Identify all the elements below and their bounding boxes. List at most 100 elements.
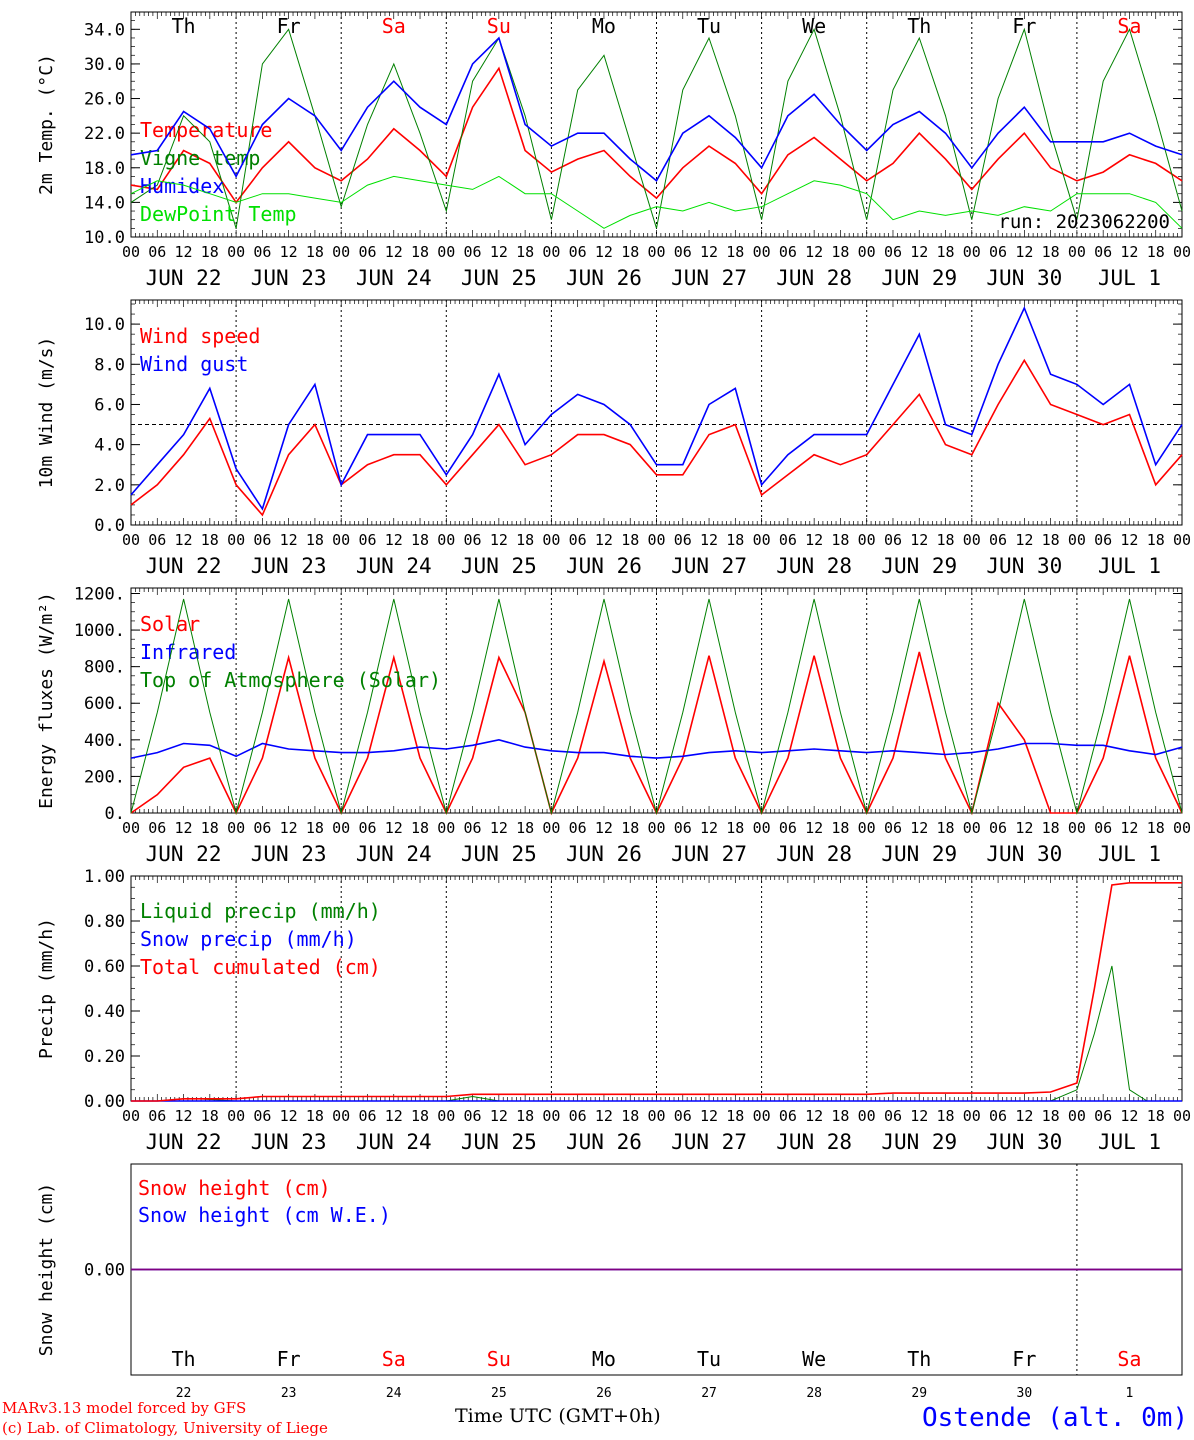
x-hour-label: 12 <box>910 243 928 261</box>
y-tick-label: 0.00 <box>84 1261 125 1281</box>
x-hour-label: 12 <box>910 531 928 549</box>
x-hour-label: 00 <box>1068 1107 1086 1125</box>
x-hour-label: 18 <box>516 531 534 549</box>
x-hour-label: 00 <box>227 243 245 261</box>
x-hour-label: 12 <box>490 1107 508 1125</box>
x-day-label: JUL 1 <box>1098 842 1161 866</box>
x-hour-label: 12 <box>1120 531 1138 549</box>
x-hour-label: 12 <box>1015 243 1033 261</box>
x-hour-label: 18 <box>201 1107 219 1125</box>
x-hour-label: 00 <box>1068 819 1086 837</box>
x-day-label: JUN 27 <box>671 554 747 578</box>
x-axis-title: Time UTC (GMT+0h) <box>455 1405 661 1427</box>
x-hour-label: 06 <box>989 531 1007 549</box>
x-hour-label: 06 <box>674 243 692 261</box>
x-hour-label: 18 <box>1147 1107 1165 1125</box>
y-tick-label: 1000. <box>74 621 125 641</box>
x-hour-label: 00 <box>332 819 350 837</box>
y-tick-label: 0.60 <box>84 957 125 977</box>
x-day-label: JUN 27 <box>671 1130 747 1154</box>
series-line-blue <box>130 738 1183 759</box>
weekday-label-bottom: Sa <box>1117 1347 1141 1371</box>
x-hour-label: 18 <box>936 531 954 549</box>
legend-blue: Infrared <box>140 640 236 664</box>
x-day-label: JUN 23 <box>251 266 327 290</box>
x-hour-label: 00 <box>1068 243 1086 261</box>
x-day-label: JUN 25 <box>461 554 537 578</box>
weekday-label-bottom: Fr <box>277 1347 301 1371</box>
x-hour-label: 00 <box>753 243 771 261</box>
x-hour-label: 18 <box>516 819 534 837</box>
x-day-label: JUN 30 <box>986 842 1062 866</box>
y-tick-label: 34.0 <box>84 20 125 40</box>
day-number-label: 28 <box>806 1386 822 1401</box>
x-hour-label: 00 <box>753 1107 771 1125</box>
x-hour-label: 06 <box>464 243 482 261</box>
x-hour-label: 06 <box>674 1107 692 1125</box>
x-hour-label: 00 <box>963 819 981 837</box>
x-hour-label: 06 <box>989 1107 1007 1125</box>
x-day-label: JUN 25 <box>461 1130 537 1154</box>
y-tick-label: 0.20 <box>84 1047 125 1067</box>
x-hour-label: 06 <box>884 1107 902 1125</box>
x-hour-label: 18 <box>306 1107 324 1125</box>
x-hour-label: 18 <box>1147 243 1165 261</box>
weekday-label-top: Fr <box>277 14 301 38</box>
y-tick-label: 1200. <box>74 584 125 604</box>
x-hour-label: 12 <box>385 819 403 837</box>
x-hour-label: 12 <box>700 819 718 837</box>
x-hour-label: 06 <box>1094 243 1112 261</box>
x-hour-label: 00 <box>542 819 560 837</box>
x-hour-label: 06 <box>148 819 166 837</box>
x-day-label: JUN 29 <box>881 266 957 290</box>
x-hour-label: 00 <box>332 531 350 549</box>
x-hour-label: 00 <box>1068 531 1086 549</box>
weekday-label-bottom: We <box>802 1347 826 1371</box>
day-number-label: 29 <box>911 1386 927 1401</box>
x-hour-label: 12 <box>490 243 508 261</box>
x-day-label: JUN 24 <box>356 266 432 290</box>
x-hour-label: 12 <box>490 531 508 549</box>
x-hour-label: 12 <box>700 531 718 549</box>
x-hour-label: 00 <box>858 531 876 549</box>
x-hour-label: 18 <box>201 531 219 549</box>
x-hour-label: 18 <box>516 243 534 261</box>
x-hour-label: 18 <box>621 243 639 261</box>
y-tick-label: 10.0 <box>84 315 125 335</box>
station-name: Ostende (alt. 0m) <box>922 1403 1189 1433</box>
x-hour-label: 06 <box>358 531 376 549</box>
x-hour-label: 06 <box>358 819 376 837</box>
x-hour-label: 18 <box>306 819 324 837</box>
x-hour-label: 12 <box>280 819 298 837</box>
weekday-label-top: Sa <box>1117 14 1141 38</box>
x-hour-label: 18 <box>621 531 639 549</box>
x-day-label: JUN 29 <box>881 1130 957 1154</box>
x-day-label: JUN 28 <box>776 1130 852 1154</box>
x-hour-label: 18 <box>726 531 744 549</box>
day-number-label: 24 <box>386 1386 402 1401</box>
x-day-label: JUN 29 <box>881 842 957 866</box>
x-hour-label: 00 <box>542 1107 560 1125</box>
x-hour-label: 12 <box>700 243 718 261</box>
x-hour-label: 18 <box>1042 819 1060 837</box>
legend-lightgreen: DewPoint Temp <box>140 202 297 226</box>
x-hour-label: 00 <box>963 1107 981 1125</box>
x-hour-label: 00 <box>437 243 455 261</box>
x-day-label: JUN 22 <box>146 842 222 866</box>
x-hour-label: 12 <box>595 243 613 261</box>
x-hour-label: 00 <box>647 531 665 549</box>
x-hour-label: 00 <box>227 1107 245 1125</box>
x-hour-label: 18 <box>306 531 324 549</box>
x-hour-label: 12 <box>910 1107 928 1125</box>
x-day-label: JUN 23 <box>251 554 327 578</box>
series-line-red <box>130 66 1183 204</box>
y-tick-label: 0.0 <box>94 516 125 536</box>
panel-3: 0. 200. 400. 600. 800. 1000. 1200. Energy fluxe… <box>36 584 1191 866</box>
y-axis-label: 10m Wind (m/s) <box>36 337 57 489</box>
series-line-red <box>130 358 1183 517</box>
x-day-label: JUN 27 <box>671 266 747 290</box>
x-hour-label: 12 <box>280 1107 298 1125</box>
x-hour-label: 12 <box>595 819 613 837</box>
x-day-label: JUN 29 <box>881 554 957 578</box>
x-hour-label: 00 <box>858 1107 876 1125</box>
